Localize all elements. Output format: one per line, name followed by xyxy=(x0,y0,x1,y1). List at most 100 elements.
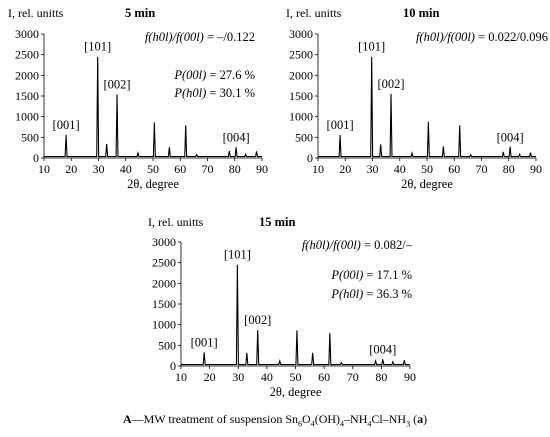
ph0l-label: P(h0l) xyxy=(173,86,206,100)
peak-label: [101] xyxy=(224,248,251,262)
y-tick-label: 3000 xyxy=(15,27,39,41)
xrd-pattern-line xyxy=(180,264,411,366)
caption-panel-letter: a xyxy=(417,412,424,426)
xrd-panel-3: 0 500 1000 1500 2000 2500 3000 10 20 30 40 50 60 70 80… xyxy=(148,215,416,399)
p00l-label: P(00l) xyxy=(330,268,363,282)
x-tick-label: 60 xyxy=(448,162,460,176)
caption-label: A xyxy=(122,412,132,426)
x-tick-label: 10 xyxy=(38,162,50,176)
ph0l-annotation: P(h0l) = 30.1 % xyxy=(173,86,255,100)
caption-sub: 4 xyxy=(367,419,372,429)
peak-label: [001] xyxy=(53,118,80,132)
x-tick-label: 90 xyxy=(404,370,416,384)
y-tick-label: 0 xyxy=(170,359,176,373)
y-axis-label: I, rel. unitts xyxy=(148,215,204,229)
y-tick-label: 2000 xyxy=(152,276,176,290)
ratio-label: f(h0l)/f(00l) xyxy=(302,238,361,252)
y-axis-label: I, rel. unitts xyxy=(8,6,64,20)
peak-label: [001] xyxy=(191,335,218,349)
ratio-annotation: f(h0l)/f(00l) = 0.022/0.096 xyxy=(416,30,548,44)
xrd-pattern-line xyxy=(317,56,537,158)
caption-text: ( xyxy=(410,412,418,426)
peak-label: [002] xyxy=(103,77,130,91)
x-tick-label: 50 xyxy=(290,370,302,384)
peak-label: [002] xyxy=(244,313,271,327)
x-tick-label: 30 xyxy=(93,162,105,176)
x-tick-label: 90 xyxy=(530,162,542,176)
chart-title: 15 min xyxy=(259,215,296,229)
x-tick-label: 30 xyxy=(232,370,244,384)
caption-sub: 3 xyxy=(406,419,411,429)
x-tick-label: 50 xyxy=(421,162,433,176)
peak-label: [004] xyxy=(223,130,250,144)
peak-label: [001] xyxy=(327,118,354,132)
y-tick-label: 500 xyxy=(21,130,39,144)
x-tick-label: 50 xyxy=(147,162,159,176)
x-tick-label: 40 xyxy=(394,162,406,176)
x-tick-label: 20 xyxy=(339,162,351,176)
ratio-value: = 0.022/0.096 xyxy=(475,30,548,44)
y-tick-label: 0 xyxy=(33,151,39,165)
ph0l-value: = 30.1 % xyxy=(206,86,255,100)
y-tick-label: 3000 xyxy=(289,27,313,41)
ph0l-label: P(h0l) xyxy=(330,287,363,301)
figure-caption: A—MW treatment of suspension Sn6O4(OH)4–… xyxy=(0,412,550,428)
caption-text: ) xyxy=(423,412,428,426)
x-tick-label: 40 xyxy=(120,162,132,176)
y-tick-label: 2500 xyxy=(15,48,39,62)
x-tick-label: 10 xyxy=(312,162,324,176)
xrd-panel-2: 0 500 1000 1500 2000 2500 3000 10 20 30 40 50 60 70 80… xyxy=(286,6,548,191)
x-tick-label: 40 xyxy=(261,370,273,384)
x-tick-label: 70 xyxy=(476,162,488,176)
x-tick-label: 80 xyxy=(229,162,241,176)
y-tick-label: 3000 xyxy=(152,235,176,249)
ratio-value: = 0.082/– xyxy=(361,238,413,252)
x-tick-label: 30 xyxy=(367,162,379,176)
x-axis-label: 2θ, degree xyxy=(127,177,179,191)
ph0l-annotation: P(h0l) = 36.3 % xyxy=(330,287,412,301)
y-tick-label: 2500 xyxy=(152,256,176,270)
y-tick-label: 2500 xyxy=(289,48,313,62)
x-tick-label: 60 xyxy=(174,162,186,176)
chart-title: 10 min xyxy=(403,6,440,20)
caption-text: Cl–NH xyxy=(371,412,407,426)
caption-text: (OH) xyxy=(314,412,341,426)
ratio-label: f(h0l)/f(00l) xyxy=(145,30,204,44)
ratio-annotation: f(h0l)/f(00l) = –/0.122 xyxy=(145,30,255,44)
x-tick-label: 70 xyxy=(202,162,214,176)
peak-label: [004] xyxy=(369,342,396,356)
peak-label: [101] xyxy=(358,40,385,54)
caption-sub: 4 xyxy=(310,419,315,429)
caption-text: O xyxy=(302,412,311,426)
x-tick-label: 10 xyxy=(175,370,187,384)
ratio-annotation: f(h0l)/f(00l) = 0.082/– xyxy=(302,238,413,252)
y-tick-label: 1000 xyxy=(152,318,176,332)
x-tick-label: 80 xyxy=(375,370,387,384)
y-tick-label: 1500 xyxy=(152,297,176,311)
x-tick-label: 20 xyxy=(204,370,216,384)
ratio-value: = –/0.122 xyxy=(204,30,255,44)
ratio-label: f(h0l)/f(00l) xyxy=(416,30,475,44)
y-tick-label: 1000 xyxy=(289,110,313,124)
x-axis-label: 2θ, degree xyxy=(270,385,322,399)
peak-label: [004] xyxy=(497,130,524,144)
y-tick-label: 1500 xyxy=(15,89,39,103)
y-tick-label: 500 xyxy=(295,130,313,144)
x-tick-label: 90 xyxy=(256,162,268,176)
peak-label: [002] xyxy=(377,77,404,91)
p00l-annotation: P(00l) = 27.6 % xyxy=(173,68,255,82)
xrd-panel-1: 0 500 1000 1500 2000 2500 3000 10 20 30 40 50 60 70 80… xyxy=(8,6,268,191)
x-tick-label: 60 xyxy=(318,370,330,384)
caption-text: —MW treatment of suspension Sn xyxy=(131,412,299,426)
x-tick-label: 80 xyxy=(503,162,515,176)
x-tick-label: 70 xyxy=(347,370,359,384)
y-tick-label: 1500 xyxy=(289,89,313,103)
y-tick-label: 2000 xyxy=(289,68,313,82)
x-axis-label: 2θ, degree xyxy=(401,177,453,191)
y-tick-label: 500 xyxy=(158,338,176,352)
p00l-annotation: P(00l) = 17.1 % xyxy=(330,268,412,282)
y-tick-label: 0 xyxy=(307,151,313,165)
caption-sub: 4 xyxy=(340,419,345,429)
p00l-label: P(00l) xyxy=(173,68,206,82)
